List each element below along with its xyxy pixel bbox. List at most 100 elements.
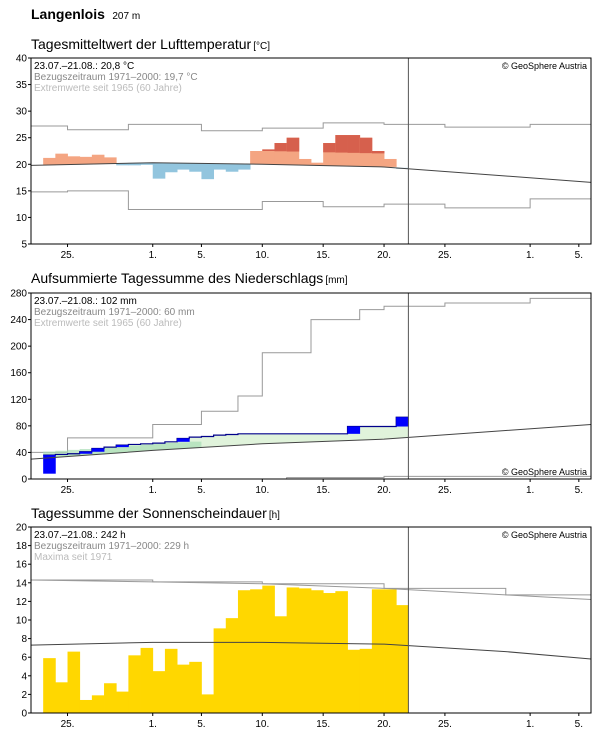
precipitation-daily-bar (91, 448, 105, 452)
temperature-bar (116, 163, 129, 166)
sunshine-bar (250, 589, 263, 713)
sunshine-legend-line: Maxima seit 1971 (34, 552, 113, 563)
temperature-bar (140, 162, 154, 165)
temperature-legend-line: Extremwerte seit 1965 (60 Jahre) (34, 83, 182, 94)
precipitation-reference-line (30, 424, 592, 460)
sunshine-bar (396, 605, 409, 713)
sunshine-xtick-label: 5. (197, 719, 205, 729)
temperature-bar (201, 163, 215, 180)
temperature-bar (91, 154, 105, 165)
temperature-extreme-min-line (31, 190, 592, 210)
temperature-bar (213, 163, 227, 170)
temperature-bar (225, 163, 239, 172)
temperature-xtick-label: 25. (438, 250, 452, 261)
temperature-bar (237, 163, 251, 170)
temperature-bar (311, 162, 324, 166)
sunshine-bar (201, 694, 215, 713)
precipitation-ytick-label: 280 (10, 289, 27, 300)
sunshine-ytick-label: 16 (16, 560, 28, 571)
sunshine-unit: [h] (268, 510, 280, 521)
precipitation-ytick-label: 120 (10, 395, 27, 406)
sunshine-ytick-label: 20 (16, 523, 28, 534)
sunshine-xtick-label: 25. (61, 719, 75, 729)
temperature-ytick-label: 15 (16, 186, 28, 197)
temperature-legend-line: Bezugszeitraum 1971–2000: 19,7 °C (34, 72, 198, 83)
temperature-bar (128, 163, 141, 166)
sunshine-xtick-label: 25. (438, 719, 452, 729)
temperature-title: Tagesmitteltwert der Lufttemperatur [°C] (31, 36, 270, 52)
precipitation-frame (30, 292, 592, 480)
temperature-bar (262, 149, 275, 165)
precipitation-title-text: Aufsummierte Tagessumme des Niederschlag… (31, 270, 324, 286)
sunshine-bar (384, 589, 397, 713)
sunshine-bar (371, 589, 385, 713)
sunshine-ytick-label: 4 (21, 671, 27, 682)
sunshine-bar (152, 671, 166, 713)
sunshine-bar (104, 683, 117, 713)
sunshine-extreme-max-line (31, 579, 592, 600)
temperature-bar (384, 158, 397, 167)
temperature-reference-line (30, 162, 592, 183)
sunshine-xtick-label: 15. (316, 719, 330, 729)
temperature-bar (371, 151, 385, 167)
temperature-chart: 5 10 15 20 25 30 35 40 25. 1. 5. 10. 15. 20. 25. 1. 5. 23… (16, 54, 592, 261)
temperature-frame (30, 57, 592, 245)
sunshine-bar (140, 647, 154, 713)
sunshine-xtick-label: 10. (255, 719, 269, 729)
sunshine-title: Tagessumme der Sonnenscheindauer [h] (31, 505, 280, 521)
temperature-title-text: Tagesmitteltwert der Lufttemperatur (31, 36, 252, 52)
sunshine-bar (91, 695, 105, 713)
sunshine-copyright: © GeoSphere Austria (502, 530, 587, 540)
sunshine-bar (67, 651, 81, 713)
sunshine-ytick-label: 18 (16, 541, 28, 552)
temperature-xtick-label: 10. (255, 250, 269, 261)
station-elevation: 207 m (112, 11, 141, 22)
temperature-ytick-label: 20 (16, 160, 28, 171)
temperature-extreme-max-line (31, 122, 592, 145)
sunshine-bar (43, 658, 56, 713)
temperature-bar-extreme (359, 137, 373, 154)
sunshine-bar (213, 628, 227, 713)
sunshine-ytick-label: 12 (16, 597, 28, 608)
sunshine-reference-line (30, 641, 592, 660)
precipitation-daily-bar (396, 417, 409, 427)
temperature-legend-line: 23.07.–21.08.: 20,8 °C (34, 61, 134, 72)
sunshine-bar (347, 649, 361, 713)
sunshine-ytick-label: 14 (16, 578, 28, 589)
precipitation-xtick-label: 5. (575, 485, 583, 496)
temperature-bar (152, 162, 166, 179)
precipitation-chart: 0 40 80 120 160 200 240 280 25. 1. 5. 10. 15. 20. 25. 1… (10, 289, 592, 496)
precipitation-ytick-label: 40 (16, 448, 28, 459)
temperature-ytick-label: 25 (16, 133, 28, 144)
station-name: Langenlois (31, 6, 105, 22)
temperature-xtick-label: 1. (149, 250, 157, 261)
sunshine-bar (189, 661, 202, 713)
sunshine-ytick-label: 2 (21, 690, 27, 701)
precipitation-xtick-label: 20. (377, 485, 391, 496)
precipitation-ytick-label: 80 (16, 421, 28, 432)
sunshine-ytick-label: 8 (21, 634, 27, 645)
sunshine-bar (128, 655, 141, 713)
temperature-bar-extreme (286, 137, 300, 152)
temperature-xtick-label: 5. (575, 250, 583, 261)
temperature-xtick-label: 20. (377, 250, 391, 261)
precipitation-ytick-label: 240 (10, 315, 27, 326)
sunshine-frame (30, 526, 592, 714)
precipitation-xtick-label: 25. (61, 485, 75, 496)
sunshine-ytick-label: 10 (16, 616, 28, 627)
temperature-copyright: © GeoSphere Austria (502, 61, 587, 71)
sunshine-xtick-label: 20. (377, 719, 391, 729)
sunshine-ytick-label: 6 (21, 653, 27, 664)
station-header: Langenlois 207 m (31, 6, 140, 24)
precipitation-copyright: © GeoSphere Austria (502, 467, 587, 477)
sunshine-legend-line: 23.07.–21.08.: 242 h (34, 530, 126, 541)
precipitation-xtick-label: 10. (255, 485, 269, 496)
sunshine-bar (116, 691, 129, 713)
temperature-bar (189, 163, 202, 172)
sunshine-bar (359, 648, 373, 713)
temperature-bar-extreme (262, 149, 275, 151)
temperature-bar-extreme (335, 135, 348, 153)
sunshine-bar (225, 618, 239, 713)
temperature-ytick-label: 35 (16, 80, 28, 91)
